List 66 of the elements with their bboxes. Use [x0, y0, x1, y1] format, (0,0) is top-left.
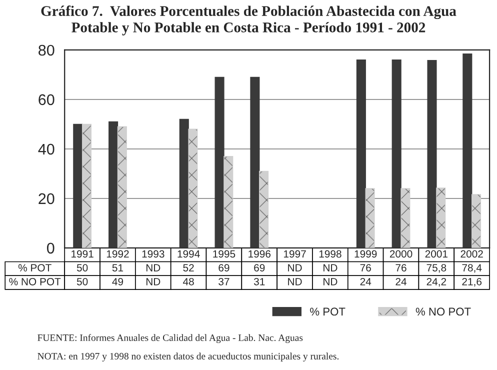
y-tick-label: 80 [38, 44, 54, 56]
bar [73, 124, 83, 248]
bar [427, 60, 437, 248]
text: ND [146, 264, 160, 272]
data-label: 24 [396, 278, 407, 286]
bar [179, 118, 189, 248]
data-label: 37 [218, 278, 230, 286]
x-tick-label: 1991 [72, 250, 94, 258]
bar [214, 76, 224, 248]
data-label: 69 [254, 264, 265, 272]
bar [436, 188, 446, 248]
data-label: 69 [218, 264, 230, 272]
text: ND [324, 264, 338, 272]
text: NOTA: en 1997 y 1998 no existen datos de acueductos municipales y rurales. [38, 352, 339, 362]
x-tick-label: 2000 [390, 250, 412, 258]
data-label: 24 [360, 278, 372, 286]
chart-title: Gráfico 7. Valores Porcentuales de Población Abastecida con Agua Potable y No Potable en Costa Rica - Período 1991 - 2002 [41, 6, 456, 36]
bar [108, 121, 118, 248]
y-tick-label: 40 [38, 144, 54, 155]
bar [365, 188, 375, 248]
legend-label: % NO POT [416, 308, 471, 316]
bar [250, 76, 260, 248]
data-label: 76 [360, 264, 371, 272]
bar [392, 60, 402, 248]
data-label: 52 [183, 264, 194, 272]
text: % NO POT [9, 278, 61, 286]
x-tick-label: 1997 [284, 250, 306, 258]
bar [188, 128, 198, 248]
bar [400, 188, 410, 248]
bar [356, 60, 366, 248]
bar [462, 54, 472, 248]
x-tick-label: 1995 [213, 250, 236, 258]
text: ND [288, 264, 302, 272]
bar [224, 156, 234, 248]
y-tick-label: 60 [38, 94, 54, 106]
x-tick-label: 1992 [106, 250, 129, 258]
data-label: 51 [112, 264, 124, 272]
data-label: 31 [254, 278, 265, 286]
text: ND [146, 278, 160, 286]
text: ND [288, 278, 302, 286]
bar [117, 126, 127, 248]
bar [471, 194, 482, 248]
data-label: 78,4 [462, 264, 482, 273]
x-tick-label: 2001 [425, 250, 448, 258]
data-label: 24,2 [426, 278, 446, 287]
data-label: 75,8 [426, 264, 446, 273]
text: ND [324, 278, 338, 286]
data-label: 50 [76, 278, 88, 286]
text: % POT [18, 264, 52, 272]
x-tick-label: 1999 [354, 250, 377, 258]
data-label: 76 [396, 264, 406, 272]
y-tick-label: 20 [38, 193, 54, 204]
y-tick-label: 0 [46, 242, 54, 254]
source-note: FUENTE: Informes Anuales de Calidad del Agua - Lab. Nac. Aguas [38, 334, 303, 344]
x-tick-label: 1998 [319, 250, 342, 258]
x-tick-label: 1994 [178, 250, 200, 258]
data-label: 48 [182, 278, 194, 286]
data-label: 49 [112, 278, 124, 286]
x-tick-label: 1993 [142, 250, 164, 258]
x-tick-label: 1996 [248, 250, 270, 258]
data-label: 21,6 [462, 278, 482, 287]
bar [259, 170, 269, 248]
x-tick-label: 2002 [460, 250, 483, 258]
data-label: 50 [76, 264, 88, 272]
bar [82, 124, 92, 248]
legend-label: % POT [310, 308, 346, 316]
